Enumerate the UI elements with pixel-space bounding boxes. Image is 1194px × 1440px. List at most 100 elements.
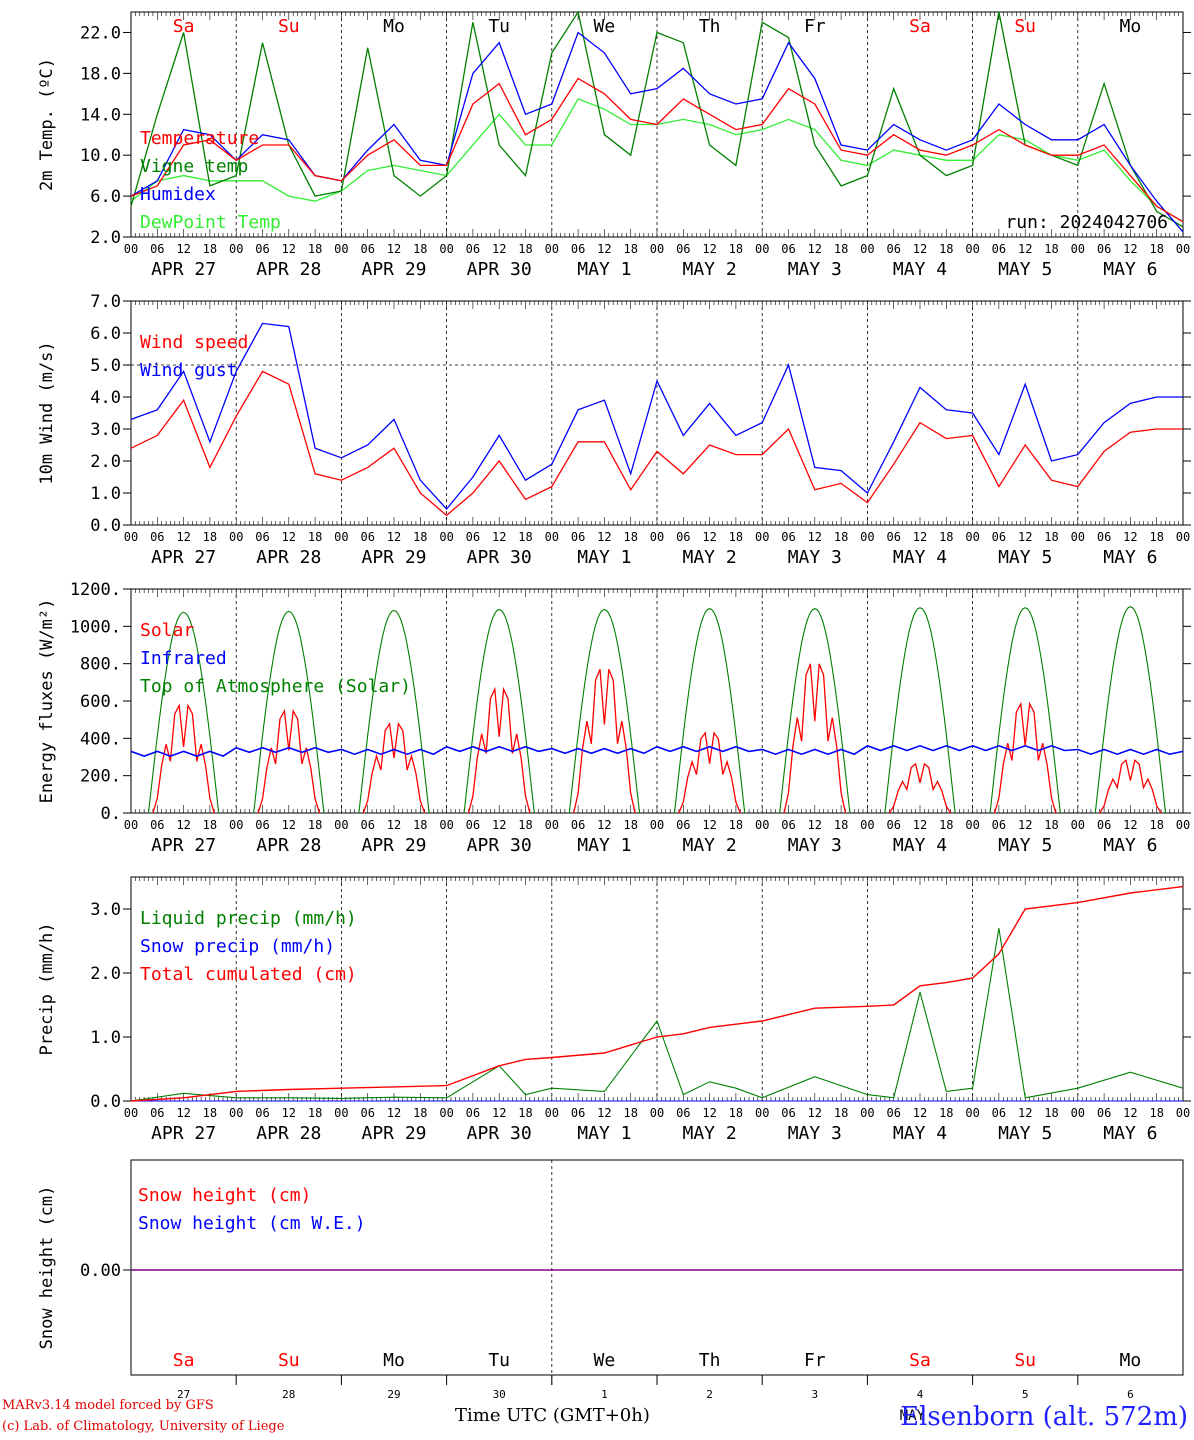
hour-tick-label: 06 (992, 818, 1006, 832)
hour-tick-label: 00 (1071, 530, 1085, 544)
y-tick-label: 0.00 (80, 1261, 121, 1281)
weekday-label: We (594, 16, 616, 37)
day-number-label: 29 (387, 1388, 400, 1401)
hour-tick-label: 06 (886, 242, 900, 256)
weekday-label: Su (278, 16, 300, 37)
hour-tick-label: 18 (1149, 530, 1163, 544)
hour-tick-label: 12 (597, 530, 611, 544)
weekday-label: Mo (1120, 1350, 1142, 1371)
hour-tick-label: 00 (965, 242, 979, 256)
hour-tick-label: 06 (1097, 818, 1111, 832)
weekday-label: Fr (804, 16, 826, 37)
hour-tick-label: 18 (729, 242, 743, 256)
toa-solar-curve (568, 608, 641, 814)
hour-tick-label: 06 (992, 242, 1006, 256)
hour-tick-label: 12 (387, 818, 401, 832)
legend-entry: Temperature (140, 128, 259, 149)
series-wind-speed (130, 370, 1183, 517)
date-label: MAY 5 (998, 1123, 1052, 1144)
date-label: APR 29 (361, 1123, 426, 1144)
y-tick-label: 200. (80, 767, 121, 787)
cumulated-precip-curve (130, 885, 1184, 1102)
date-label: MAY 2 (683, 259, 737, 280)
hour-tick-label: 18 (308, 818, 322, 832)
series-temperature (130, 77, 1184, 223)
weekday-label: Sa (909, 1350, 931, 1371)
hour-tick-label: 18 (1044, 530, 1058, 544)
time-axis-title: Time UTC (GMT+0h) (455, 1405, 650, 1426)
hour-tick-label: 12 (808, 818, 822, 832)
hour-tick-label: 06 (466, 1106, 480, 1120)
hour-tick-label: 12 (1018, 530, 1032, 544)
hour-tick-label: 06 (676, 1106, 690, 1120)
hour-tick-label: 18 (834, 1106, 848, 1120)
hour-tick-label: 18 (518, 1106, 532, 1120)
hour-tick-label: 06 (150, 530, 164, 544)
date-label: MAY 5 (998, 259, 1052, 280)
toa-solar-curve (358, 609, 430, 814)
hour-tick-label: 00 (1071, 818, 1085, 832)
model-credit: MARv3.14 model forced by GFS (2, 1398, 214, 1413)
hour-tick-label: 12 (1123, 242, 1137, 256)
hour-tick-label: 06 (150, 818, 164, 832)
date-label: APR 27 (151, 835, 216, 856)
weekday-label: Sa (173, 16, 195, 37)
weekday-label: Sa (173, 1350, 195, 1371)
hour-tick-label: 12 (492, 242, 506, 256)
hour-tick-label: 12 (282, 530, 296, 544)
hour-tick-label: 06 (1097, 530, 1111, 544)
hour-tick-label: 12 (492, 530, 506, 544)
hour-tick-label: 12 (597, 242, 611, 256)
y-tick-label: 6.0 (90, 187, 121, 207)
weekday-label: Mo (1120, 16, 1142, 37)
hour-tick-label: 18 (939, 818, 953, 832)
hour-tick-label: 12 (1018, 818, 1032, 832)
y-tick-label: 1000. (70, 617, 121, 637)
hour-tick-label: 00 (124, 818, 138, 832)
solar-curve (1099, 758, 1162, 814)
hour-tick-label: 00 (439, 530, 453, 544)
y-tick-label: 7.0 (90, 292, 121, 312)
hour-tick-label: 00 (124, 1106, 138, 1120)
y-tick-label: 800. (80, 655, 121, 675)
hour-tick-label: 00 (1071, 1106, 1085, 1120)
solar-curve (467, 686, 531, 814)
hour-tick-label: 00 (334, 818, 348, 832)
date-label: APR 27 (151, 259, 216, 280)
hour-tick-label: 12 (176, 242, 190, 256)
hour-tick-label: 00 (439, 242, 453, 256)
hour-tick-label: 12 (1018, 242, 1032, 256)
hour-tick-label: 00 (334, 242, 348, 256)
legend-entry: Snow height (cm W.E.) (138, 1213, 366, 1234)
toa-solar-curve (463, 608, 535, 814)
date-label: MAY 6 (1103, 547, 1157, 568)
hour-tick-label: 12 (702, 818, 716, 832)
hour-tick-label: 00 (965, 530, 979, 544)
hour-tick-label: 18 (518, 818, 532, 832)
date-label: MAY 1 (577, 259, 631, 280)
hour-tick-label: 00 (439, 1106, 453, 1120)
legend-entry: Wind gust (140, 360, 238, 381)
hour-tick-label: 00 (229, 530, 243, 544)
y-axis-label: 10m Wind (m/s) (37, 341, 57, 484)
hour-tick-label: 12 (702, 242, 716, 256)
hour-tick-label: 18 (518, 530, 532, 544)
legend-entry: Wind speed (140, 332, 248, 353)
hour-tick-label: 18 (1149, 1106, 1163, 1120)
hour-tick-label: 06 (255, 1106, 269, 1120)
hour-tick-label: 06 (676, 818, 690, 832)
hour-tick-label: 12 (1018, 1106, 1032, 1120)
hour-tick-label: 18 (203, 1106, 217, 1120)
legend-entry: Solar (140, 620, 194, 641)
date-label: MAY 3 (788, 259, 842, 280)
hour-tick-label: 06 (992, 1106, 1006, 1120)
hour-tick-label: 06 (150, 1106, 164, 1120)
hour-tick-label: 18 (623, 530, 637, 544)
date-label: MAY 2 (683, 547, 737, 568)
hour-tick-label: 12 (1123, 530, 1137, 544)
hour-tick-label: 06 (360, 818, 374, 832)
hour-tick-label: 06 (886, 1106, 900, 1120)
hour-tick-label: 00 (650, 242, 664, 256)
station-name: Elsenborn (alt. 572m) (900, 1402, 1188, 1432)
